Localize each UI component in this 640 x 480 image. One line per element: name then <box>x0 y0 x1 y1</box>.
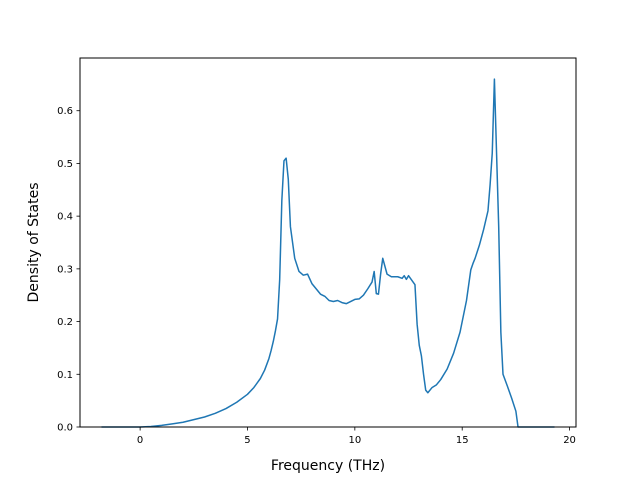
y-axis: 0.0 0.1 0.2 0.3 0.4 0.5 0.6 <box>57 106 80 434</box>
x-tick-label: 5 <box>244 435 250 446</box>
y-tick-label: 0.2 <box>57 317 73 328</box>
y-tick-label: 0.0 <box>57 423 73 434</box>
x-tick-label: 10 <box>348 435 361 446</box>
y-axis-label: Density of States <box>26 183 42 303</box>
x-tick-label: 15 <box>456 435 469 446</box>
dos-series-line <box>101 78 555 428</box>
y-tick-label: 0.1 <box>57 370 73 381</box>
x-axis: 0 5 10 15 20 <box>137 427 576 446</box>
axes-frame <box>79 57 577 428</box>
x-axis-label: Frequency (THz) <box>271 458 385 474</box>
x-tick-label: 20 <box>563 435 576 446</box>
y-tick-label: 0.4 <box>57 212 73 223</box>
x-tick-label: 0 <box>137 435 143 446</box>
y-tick-label: 0.6 <box>57 106 73 117</box>
plot-area <box>101 78 555 428</box>
y-tick-label: 0.3 <box>57 264 73 275</box>
y-tick-label: 0.5 <box>57 159 73 170</box>
